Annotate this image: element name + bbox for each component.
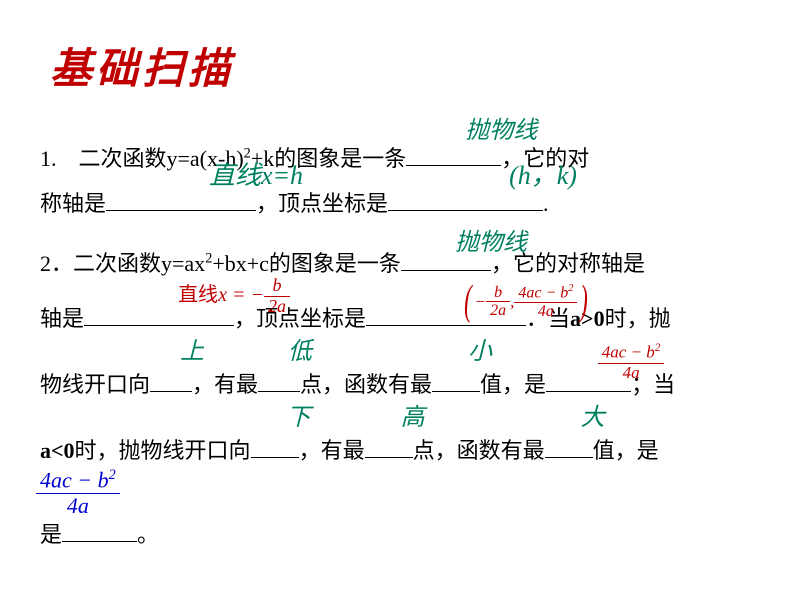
q2-blank-down: 下: [251, 457, 299, 458]
q2-vy-num-t: 4ac − b: [518, 284, 568, 301]
q2-mid5-p2: 物线开口向: [40, 372, 150, 397]
q2-vy-den: 4a: [514, 303, 577, 321]
q2-blank-big: 大: [545, 457, 593, 458]
q1-fill3: (h，k): [466, 142, 621, 210]
q2-axis-label: 轴是: [40, 306, 84, 331]
content-block: 1. 二次函数y=a(x-h)2+k的图象是一条抛物线，它的对 称轴是直线x=h…: [40, 130, 760, 554]
q2-tail: 。: [137, 522, 159, 547]
q2-fill-big: 大: [569, 382, 617, 454]
rparen-icon: ): [581, 285, 589, 319]
q2-val1-den: 4a: [598, 364, 665, 383]
q2-val1-sup: 2: [655, 342, 661, 354]
q2-fill-down: 下: [275, 382, 323, 454]
q2-fill-high: 高: [389, 382, 437, 454]
q2-axis-x: x: [218, 284, 227, 306]
q2-line5: 4ac − b24a 是。: [40, 484, 760, 554]
q1-mid2-part2: 称轴是: [40, 191, 106, 216]
q2-fill-small: 小: [456, 316, 504, 388]
q2-blank1: 抛物线: [401, 270, 491, 271]
q2-vy-num: 4ac − b2: [514, 283, 577, 303]
q2-bold2: a<0: [40, 438, 75, 463]
title-text: 基础扫描: [50, 47, 234, 93]
q2-fill-up: 上: [171, 316, 213, 388]
q2-val2-sup: 2: [109, 467, 116, 483]
q2-axis-frac: b2a: [264, 276, 290, 317]
q2-val1-num-t: 4ac − b: [602, 343, 655, 362]
q2-blank-up: 上: [150, 391, 192, 392]
q2-val1-frac: 4ac − b24a: [598, 342, 665, 382]
q2-vx-num: b: [486, 284, 510, 303]
q2-line1: 2．二次函数y=ax2+bx+c的图象是一条抛物线，它的对称轴是: [40, 242, 760, 286]
q2-line4: a<0时，抛物线开口向下，有最高点，函数有最大值，是: [40, 418, 760, 484]
q2-axis-prefix: 直线: [178, 284, 218, 306]
page-title: 基础扫描: [50, 35, 234, 96]
q1-fill2: 直线x=h: [181, 142, 331, 210]
q2-tail-wrap: 是。: [40, 506, 159, 563]
q2-fill-low: 低: [279, 316, 321, 388]
q1-blank3: (h，k): [388, 210, 543, 211]
q2-fill1: 抛物线: [446, 219, 536, 267]
q2-mid10: 时，抛物线开口向: [75, 438, 251, 463]
q2-axis-den: 2a: [264, 297, 290, 317]
q2-val2-num-t: 4ac − b: [40, 468, 109, 493]
q2-blank-high: 高: [365, 457, 413, 458]
lparen-icon: (: [464, 285, 472, 319]
q2-vy-sup: 2: [568, 283, 573, 294]
q2-val1-num: 4ac − b2: [598, 342, 665, 363]
q1-blank2: 直线x=h: [106, 210, 256, 211]
q2-axis-eq: = −: [227, 284, 264, 306]
q2-vertex-x: b2a: [486, 284, 510, 320]
q2-blank-val2: [62, 541, 137, 542]
q2-axis-num: b: [264, 276, 290, 297]
q1-line2: 称轴是直线x=h，顶点坐标是(h，k).: [40, 175, 760, 232]
q2-vertex-y: 4ac − b24a: [514, 283, 577, 321]
q2-blank-small: 小: [432, 391, 480, 392]
q2-val2-num: 4ac − b2: [36, 468, 120, 494]
